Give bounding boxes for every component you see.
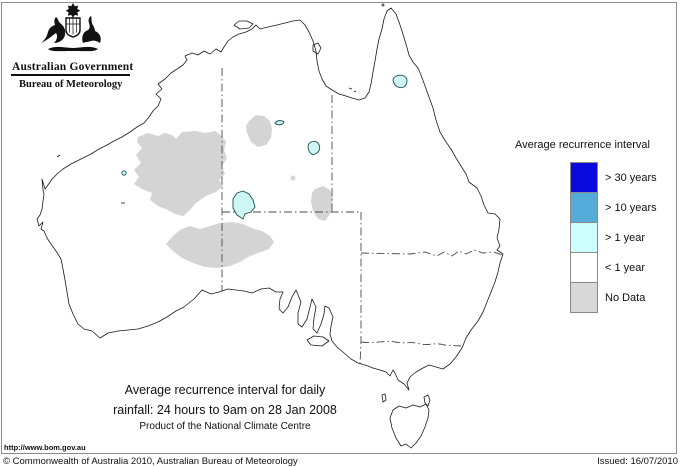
bom-website-link[interactable]: http://www.bom.gov.au xyxy=(4,443,86,452)
legend-label: No Data xyxy=(605,291,646,304)
legend-item: > 1 year xyxy=(570,222,657,253)
coat-of-arms xyxy=(41,3,101,52)
header-divider xyxy=(11,74,130,76)
legend-swatch-gt30yr xyxy=(570,162,598,193)
legend-swatch-nodata xyxy=(570,282,598,313)
map-caption: Average recurrence interval for daily ra… xyxy=(88,383,362,432)
legend-item: No Data xyxy=(570,282,657,313)
map-frame xyxy=(1,2,677,454)
king-island xyxy=(381,393,387,403)
mornington-islands xyxy=(348,87,357,93)
recurrence-patch-nqld xyxy=(392,74,408,89)
nodata-patch-central-wa xyxy=(134,131,227,216)
flinders-island xyxy=(423,394,431,407)
legend-swatch-lt1yr xyxy=(570,252,598,283)
shield-detail xyxy=(66,18,80,35)
state-borders xyxy=(221,68,504,365)
legend-item: > 30 years xyxy=(570,162,657,193)
nodata-patch-west-nt xyxy=(246,115,272,147)
legend-label: > 10 years xyxy=(605,201,657,214)
legend-item: > 10 years xyxy=(570,192,657,223)
emu-icon xyxy=(82,16,101,43)
recurrence-patch-nt-round xyxy=(307,140,321,155)
bureau-title: Bureau of Meteorology xyxy=(19,79,123,90)
caption-line-3: Product of the National Climate Centre xyxy=(139,421,311,432)
legend-label: > 30 years xyxy=(605,171,657,184)
caption-line-1: Average recurrence interval for daily xyxy=(124,383,326,397)
kangaroo-island xyxy=(306,335,330,347)
legend-item: < 1 year xyxy=(570,252,657,283)
legend-swatch-gt10yr xyxy=(570,192,598,223)
legend-label: > 1 year xyxy=(605,231,646,244)
coastal-speck-nw xyxy=(56,154,61,158)
legend-title: Average recurrence interval xyxy=(515,139,650,151)
issued-date: Issued: 16/07/2010 xyxy=(597,456,678,467)
groote-eylandt xyxy=(312,42,322,55)
recurrence-patch-wa-dot xyxy=(121,170,127,176)
footer-bar: © Commonwealth of Australia 2010, Austra… xyxy=(0,456,680,467)
tasmania-coastline xyxy=(389,403,430,449)
kangaroo-icon xyxy=(41,17,66,43)
melville-island xyxy=(233,20,254,30)
legend: > 30 years > 10 years > 1 year < 1 year … xyxy=(570,162,657,313)
government-title: Australian Government xyxy=(12,61,134,73)
recurrence-patches xyxy=(121,74,408,220)
recurrence-patch-nt-small xyxy=(274,120,285,126)
border-nsw-vic xyxy=(360,340,462,347)
legend-label: < 1 year xyxy=(605,261,646,274)
scroll-banner xyxy=(48,46,98,52)
coastlines xyxy=(36,3,504,449)
nodata-patch-east-nt xyxy=(311,186,333,221)
recurrence-patch-wa-sa-border xyxy=(232,190,256,220)
nodata-speck xyxy=(290,175,296,181)
copyright-text: © Commonwealth of Australia 2010, Austra… xyxy=(3,456,298,467)
star-icon xyxy=(65,3,81,18)
nodata-patches xyxy=(134,115,333,268)
nodata-patch-south-wa xyxy=(166,222,274,268)
border-sa-nsw-vic xyxy=(359,212,362,365)
legend-swatch-gt1yr xyxy=(570,222,598,253)
border-qld-nsw xyxy=(360,249,504,257)
australia-coastline xyxy=(36,7,504,391)
island-dot-torres xyxy=(381,3,385,7)
caption-line-2: rainfall: 24 hours to 9am on 28 Jan 2008 xyxy=(113,403,337,417)
